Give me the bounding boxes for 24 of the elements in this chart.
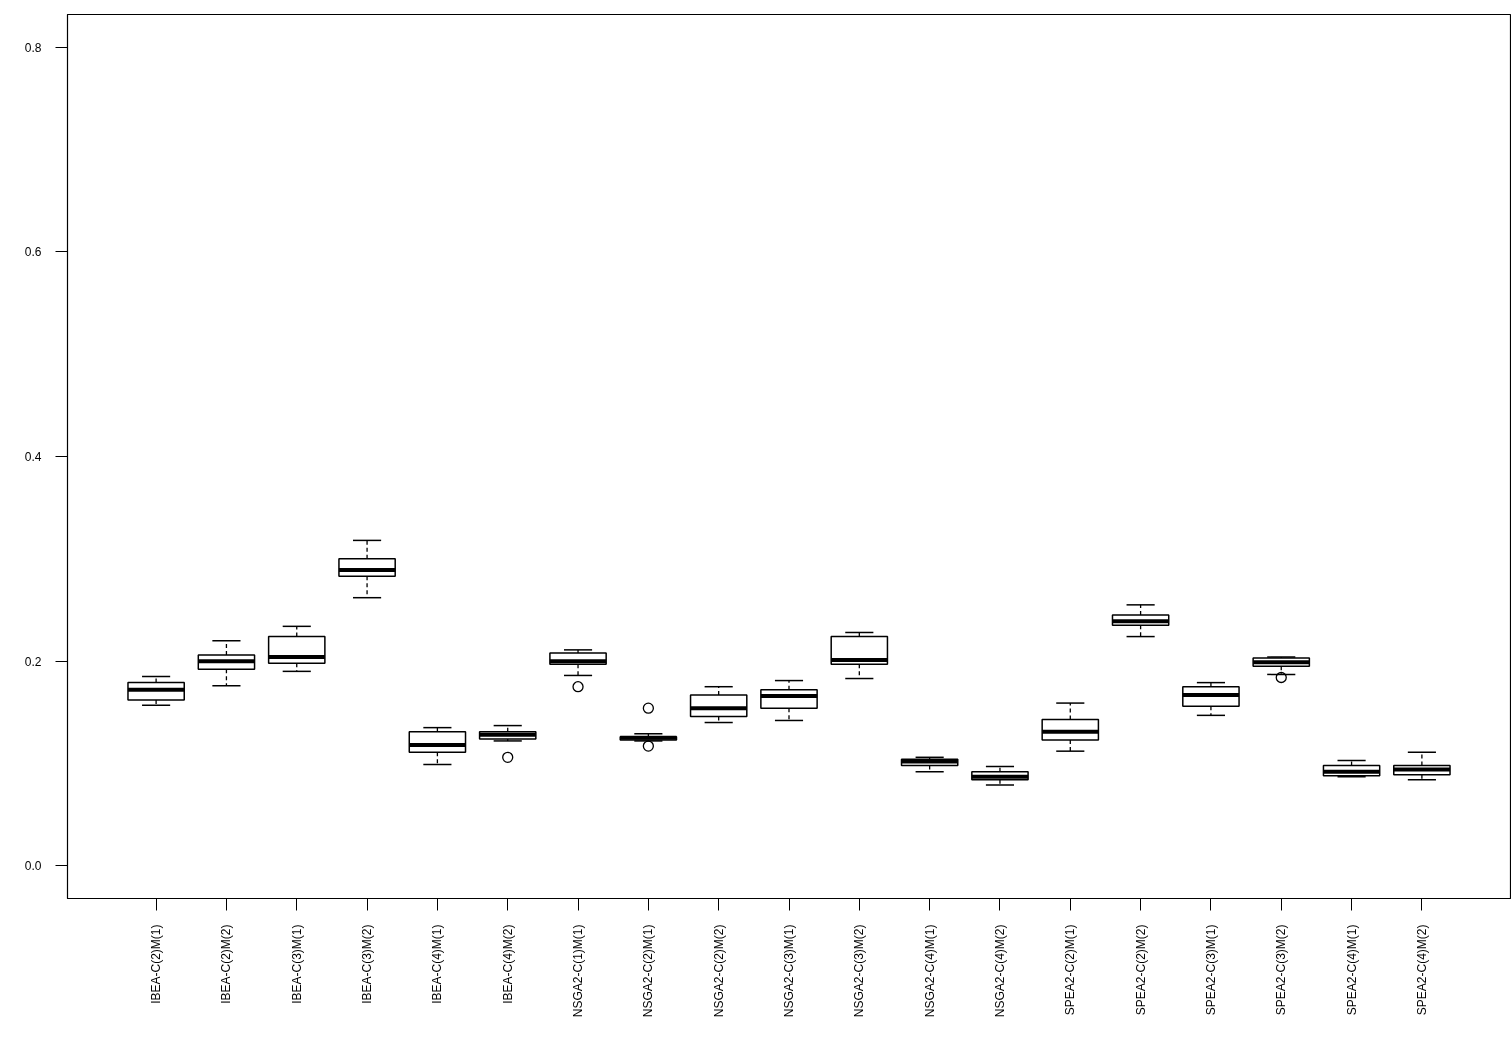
y-tick-label: 0.4 — [24, 450, 42, 464]
x-tick-label: SPEA2-C(3)M(2) — [1274, 924, 1289, 1016]
x-tick-label: IBEA-C(3)M(2) — [360, 924, 375, 1004]
x-tick-label: NSGA2-C(4)M(2) — [992, 924, 1007, 1018]
x-tick-label: NSGA2-C(3)M(1) — [782, 924, 796, 1018]
x-tick-label: IBEA-C(4)M(2) — [500, 924, 515, 1004]
x-tick-label: SPEA2-C(2)M(1) — [1063, 924, 1078, 1016]
x-tick-label: IBEA-C(4)M(1) — [430, 924, 445, 1004]
y-tick-label: 0.8 — [24, 40, 42, 55]
x-tick-label: SPEA2-C(4)M(2) — [1414, 924, 1429, 1016]
x-tick-label: IBEA-C(2)M(2) — [219, 924, 234, 1004]
x-tick-label: NSGA2-C(4)M(1) — [922, 924, 937, 1018]
x-tick-label: SPEA2-C(3)M(1) — [1203, 924, 1218, 1016]
x-tick-label: NSGA2-C(2)M(1) — [641, 924, 656, 1018]
x-tick-label: NSGA2-C(3)M(2) — [852, 924, 867, 1018]
x-tick-label: SPEA2-C(4)M(1) — [1344, 924, 1359, 1016]
y-tick-label: 0.6 — [24, 245, 42, 260]
x-tick-label: NSGA2-C(2)M(2) — [711, 924, 726, 1018]
y-tick-label: 0.0 — [24, 859, 42, 874]
x-tick-label: IBEA-C(3)M(1) — [289, 924, 304, 1004]
y-tick-label: 0.2 — [24, 654, 42, 669]
x-tick-label: SPEA2-C(2)M(2) — [1133, 924, 1148, 1016]
x-tick-label: NSGA2-C(1)M(1) — [571, 924, 586, 1018]
x-tick-label: IBEA-C(2)M(1) — [149, 924, 164, 1004]
